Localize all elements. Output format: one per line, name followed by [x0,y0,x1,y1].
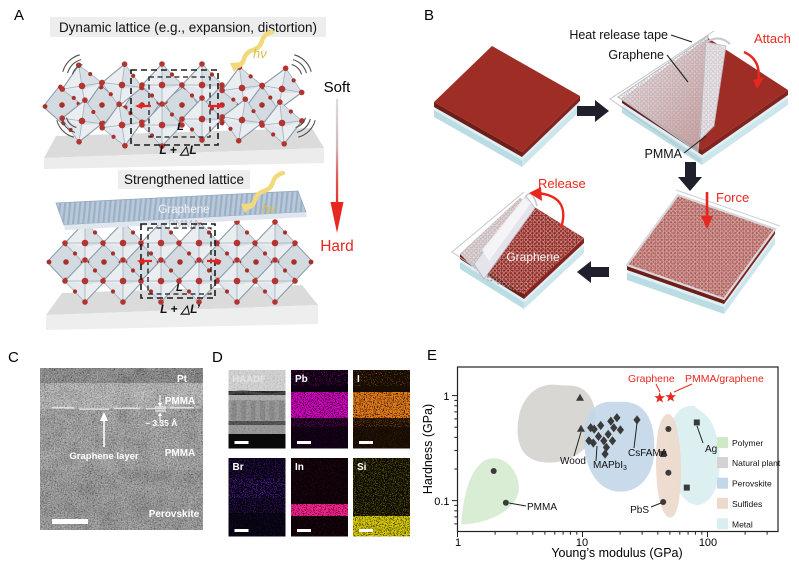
svg-text:Release: Release [538,176,586,191]
svg-text:Dynamic lattice (e.g., expansi: Dynamic lattice (e.g., expansion, distor… [59,20,317,35]
svg-text:Young’s modulus (GPa): Young’s modulus (GPa) [551,546,682,560]
svg-text:Br: Br [233,462,244,473]
svg-text:Wood: Wood [560,456,586,467]
svg-text:Strengthened lattice: Strengthened lattice [124,172,244,187]
svg-text:PMMA: PMMA [165,448,196,459]
svg-text:C: C [8,349,19,366]
svg-text:Ag: Ag [705,444,717,455]
svg-text:Pb: Pb [295,374,308,385]
svg-text:0.1: 0.1 [434,496,449,508]
svg-text:L: L [176,282,183,294]
svg-text:Hard: Hard [320,238,354,255]
svg-text:Polymer: Polymer [732,438,763,448]
svg-text:Perovskite: Perovskite [732,479,772,489]
svg-text:E: E [427,347,437,364]
svg-text:Si: Si [357,462,367,473]
svg-text:Metal: Metal [732,519,753,529]
svg-text:Graphene: Graphene [608,48,664,62]
svg-text:MAPbI3: MAPbI3 [593,460,627,472]
svg-text:Natural plant: Natural plant [732,458,781,468]
svg-text:D: D [212,349,223,366]
svg-text:PMMA: PMMA [645,147,683,161]
svg-text:100: 100 [699,537,717,549]
svg-text:Attach: Attach [754,31,791,46]
svg-text:Pt: Pt [177,374,188,385]
svg-text:L + △L: L + △L [159,143,196,157]
svg-text:L + △L’: L + △L’ [160,302,200,316]
svg-text:10: 10 [576,537,588,549]
svg-text:A: A [14,7,24,24]
svg-text:Force: Force [716,190,749,205]
svg-text:PbS: PbS [630,505,649,516]
svg-text:hν: hν [262,201,276,216]
svg-text:1: 1 [455,537,461,549]
svg-text:L: L [177,121,184,133]
svg-text:I: I [357,374,360,385]
svg-text:Soft: Soft [324,79,352,96]
svg-text:PMMA/graphene: PMMA/graphene [685,373,764,385]
svg-text:1: 1 [443,391,449,403]
svg-text:~ 3.35 Å: ~ 3.35 Å [145,418,177,428]
svg-text:PMMA: PMMA [527,502,557,513]
svg-text:Graphene: Graphene [506,250,560,264]
svg-text:Perovskite: Perovskite [149,509,200,520]
svg-text:Graphene: Graphene [158,204,209,216]
svg-text:Graphene: Graphene [628,373,675,385]
svg-text:HAADF: HAADF [233,374,266,385]
svg-text:hν: hν [253,46,267,61]
svg-text:PMMA: PMMA [165,396,196,407]
svg-text:In: In [295,462,304,473]
svg-text:Heat release tape: Heat release tape [569,28,668,42]
svg-text:CsFAMA: CsFAMA [628,448,668,459]
svg-text:Graphene layer: Graphene layer [69,451,138,462]
svg-text:B: B [424,7,434,24]
svg-text:Sulfides: Sulfides [732,499,762,509]
svg-text:Hardness (GPa): Hardness (GPa) [421,404,435,494]
